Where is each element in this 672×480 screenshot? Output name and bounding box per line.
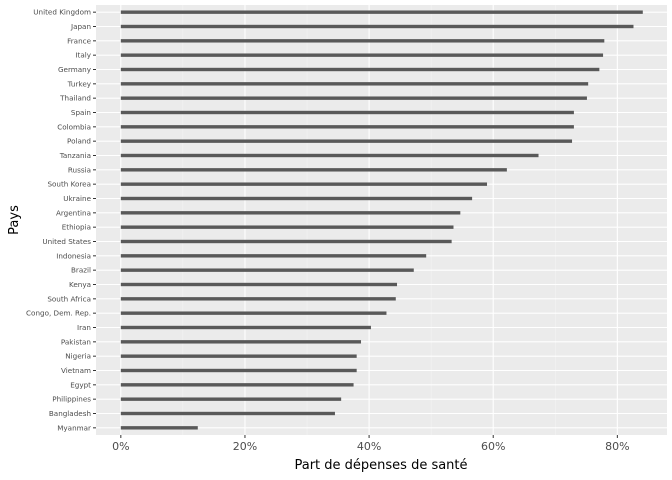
bar (120, 225, 454, 229)
y-tick-label: Bangladesh (49, 409, 91, 418)
bar (120, 67, 600, 72)
y-tick-label: Myanmar (57, 423, 91, 432)
bar (120, 282, 398, 287)
y-tick-label: Vietnam (61, 366, 91, 375)
bar (120, 297, 396, 301)
bar (120, 311, 387, 315)
plot-panel (96, 5, 667, 435)
bar (120, 397, 342, 401)
y-tick-label: United States (42, 237, 91, 246)
x-tick-label: 60% (481, 440, 505, 453)
bar (120, 239, 452, 244)
bar (120, 182, 488, 186)
x-axis-title: Part de dépenses de santé (294, 458, 467, 473)
y-tick-label: Egypt (70, 380, 91, 389)
x-tick-label: 0% (112, 440, 129, 453)
bar (120, 325, 371, 330)
bar (120, 254, 427, 258)
bar (120, 211, 461, 215)
x-tick-label: 20% (233, 440, 257, 453)
bar (120, 168, 507, 172)
y-tick-label: Pakistan (61, 337, 91, 346)
y-tick-label: Tanzania (59, 151, 91, 160)
bars (120, 10, 643, 430)
y-tick-label: Congo, Dem. Rep. (26, 309, 91, 318)
y-tick-label: United Kingdom (33, 8, 91, 17)
y-axis-title: Pays (7, 205, 22, 235)
bar (120, 153, 539, 158)
y-tick-label: Colombia (57, 122, 91, 131)
bar (120, 196, 473, 201)
y-tick-label: Italy (75, 51, 91, 60)
bar (120, 268, 414, 272)
y-tick-label: South Korea (47, 180, 91, 189)
y-tick-label: Japan (70, 22, 91, 31)
bar (120, 53, 604, 57)
x-tick-label: 80% (605, 440, 629, 453)
bar (120, 39, 605, 43)
y-tick-label: Poland (67, 137, 91, 146)
bar (120, 125, 574, 129)
bar (120, 383, 354, 387)
x-tick-label: 40% (357, 440, 381, 453)
bar (120, 110, 574, 115)
y-tick-label: France (67, 36, 91, 45)
y-tick-label: Spain (71, 108, 91, 117)
y-tick-label: Brazil (71, 266, 91, 275)
bar (120, 10, 643, 14)
y-tick-label: Ethiopia (62, 223, 91, 232)
y-tick-label: Ukraine (63, 194, 91, 203)
bar (120, 426, 198, 430)
bar (120, 368, 357, 373)
y-tick-label: Russia (68, 165, 91, 174)
y-tick-label: Nigeria (65, 352, 91, 361)
bar (120, 354, 357, 358)
bar (120, 96, 587, 100)
y-tick-label: Indonesia (56, 251, 91, 260)
y-axis: United Kingdom Japan France Italy Germany Tur… (26, 8, 96, 432)
y-tick-label: Thailand (59, 94, 91, 103)
y-tick-label: Iran (77, 323, 91, 332)
y-tick-label: Turkey (67, 79, 92, 88)
y-tick-label: Kenya (69, 280, 91, 289)
y-tick-label: Germany (58, 65, 92, 74)
bar (120, 82, 589, 86)
y-tick-label: South Africa (47, 294, 91, 303)
y-tick-label: Argentina (56, 208, 91, 217)
bar (120, 340, 362, 344)
bar (120, 139, 573, 143)
bar (120, 411, 335, 416)
y-tick-label: Philippines (52, 395, 91, 404)
bar (120, 24, 634, 29)
x-axis: 0% 20% 40% 60% 80% (112, 435, 630, 453)
